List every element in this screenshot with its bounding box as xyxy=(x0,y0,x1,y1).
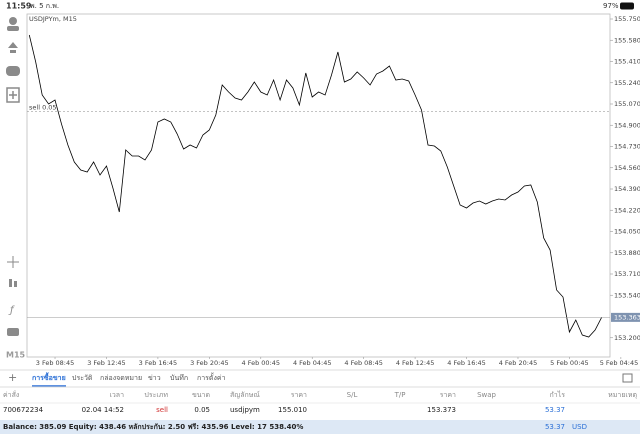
x-tick-label: 4 Feb 12:45 xyxy=(396,359,435,367)
y-tick-label: 154.050 xyxy=(614,228,640,236)
column-header: กำไร xyxy=(550,390,566,399)
column-header: ราคา xyxy=(440,391,456,399)
icon-candles-2 xyxy=(14,281,17,287)
x-tick-label: 4 Feb 08:45 xyxy=(344,359,383,367)
chart-title: USDJPYm, M15 xyxy=(29,15,77,23)
tabs: การซื้อขาย ประวัติ กล่องจดหมาย ข่าว บันทึก กา… xyxy=(32,371,226,387)
status-battery: 97% xyxy=(603,2,619,10)
order-label: sell 0.05 xyxy=(29,104,57,112)
x-tick-label: 5 Feb 00:45 xyxy=(550,359,589,367)
x-tick-label: 4 Feb 04:45 xyxy=(293,359,332,367)
x-tick-label: 3 Feb 08:45 xyxy=(36,359,75,367)
y-tick-label: 153.540 xyxy=(614,291,640,299)
icon-account-body xyxy=(7,26,19,31)
cell-time: 02.04 14:52 xyxy=(82,406,124,414)
balance-currency: USD xyxy=(572,423,587,431)
column-header: S/L xyxy=(347,391,358,399)
cell-symbol: usdjpym xyxy=(230,406,260,414)
current-price-box xyxy=(611,312,640,322)
cell-profit: 53.37 xyxy=(545,406,565,414)
add-button[interactable]: + xyxy=(8,371,17,384)
y-tick-label: 155.750 xyxy=(614,15,640,23)
column-header: หมายเหตุ xyxy=(608,391,637,399)
cell-type: sell xyxy=(156,406,168,414)
x-tick-label: 3 Feb 12:45 xyxy=(87,359,126,367)
balance-profit: 53.37 xyxy=(545,423,565,431)
tab[interactable]: ประวัติ xyxy=(72,374,93,382)
column-header: Swap xyxy=(477,391,496,399)
cell-order: 700672234 xyxy=(3,406,44,414)
icon-objects[interactable] xyxy=(7,328,19,336)
icon-crosshair[interactable] xyxy=(7,256,19,268)
x-tick-label: 5 Feb 04:45 xyxy=(600,359,639,367)
tab[interactable]: การซื้อขาย xyxy=(32,371,66,382)
y-tick-label: 155.410 xyxy=(614,58,640,66)
plot: 155.750 155.580 155.410 155.240 155.070 154.9… xyxy=(27,15,640,367)
battery-icon xyxy=(620,2,634,10)
chart-frame xyxy=(26,13,611,358)
icon-account[interactable] xyxy=(9,17,17,25)
x-tick-label: 4 Feb 00:45 xyxy=(242,359,281,367)
y-tick-label: 153.710 xyxy=(614,270,640,278)
current-price-label: 153.363 xyxy=(614,313,640,321)
cell-price-current: 153.373 xyxy=(427,406,456,414)
column-header: ค่าสั่ง xyxy=(3,390,19,399)
balance-summary: Balance: 385.09 Equity: 438.46 หลักประกั… xyxy=(3,423,303,431)
layout-button[interactable] xyxy=(622,373,633,383)
x-tick-label: 4 Feb 20:45 xyxy=(499,359,538,367)
cell-volume: 0.05 xyxy=(194,406,210,414)
timeframe[interactable]: M15 xyxy=(6,351,26,360)
column-header: ราคา xyxy=(291,391,307,399)
x-tick-label: 3 Feb 20:45 xyxy=(190,359,229,367)
y-tick-label: 155.240 xyxy=(614,79,640,87)
y-tick-label: 154.390 xyxy=(614,185,640,193)
y-tick-label: 154.730 xyxy=(614,143,640,151)
column-header: สัญลักษณ์ xyxy=(230,391,260,399)
price-line xyxy=(28,34,602,338)
x-tick-label: 3 Feb 16:45 xyxy=(139,359,178,367)
y-tick-label: 155.070 xyxy=(614,100,640,108)
icon-new-order[interactable] xyxy=(6,87,20,103)
icon-plus xyxy=(9,91,17,99)
tab[interactable]: บันทึก xyxy=(170,373,188,382)
tab[interactable]: การตั้งค่า xyxy=(197,371,226,382)
status-date: พ. 5 ก.พ. xyxy=(30,2,59,10)
y-tick-label: 153.880 xyxy=(614,249,640,257)
status-time: 11:59 xyxy=(6,2,32,11)
x-tick-label: 4 Feb 16:45 xyxy=(447,359,486,367)
column-header: ขนาด xyxy=(192,391,210,399)
cell-price-open: 155.010 xyxy=(278,406,307,414)
tab[interactable]: กล่องจดหมาย xyxy=(100,374,142,382)
y-tick-label: 154.560 xyxy=(614,164,640,172)
positions-table: ค่าสั่ง เวลา ประเภท ขนาด สัญลักษณ์ ราคา S/L T/P… xyxy=(0,390,640,414)
icon-trade[interactable] xyxy=(8,42,18,53)
y-tick-label: 155.580 xyxy=(614,36,640,44)
balance-bar xyxy=(0,420,640,434)
column-header: ประเภท xyxy=(144,391,168,399)
icon-candles[interactable] xyxy=(9,279,12,287)
icon-indicator[interactable]: ƒ xyxy=(8,305,15,316)
icon-chat[interactable] xyxy=(6,66,20,76)
y-tick-label: 154.900 xyxy=(614,121,640,129)
column-header: เวลา xyxy=(109,391,124,399)
column-header: T/P xyxy=(394,391,406,399)
tab[interactable]: ข่าว xyxy=(148,374,161,382)
y-tick-label: 153.200 xyxy=(614,334,640,342)
y-tick-label: 154.220 xyxy=(614,206,640,214)
left-toolbar: ƒ xyxy=(6,17,20,336)
